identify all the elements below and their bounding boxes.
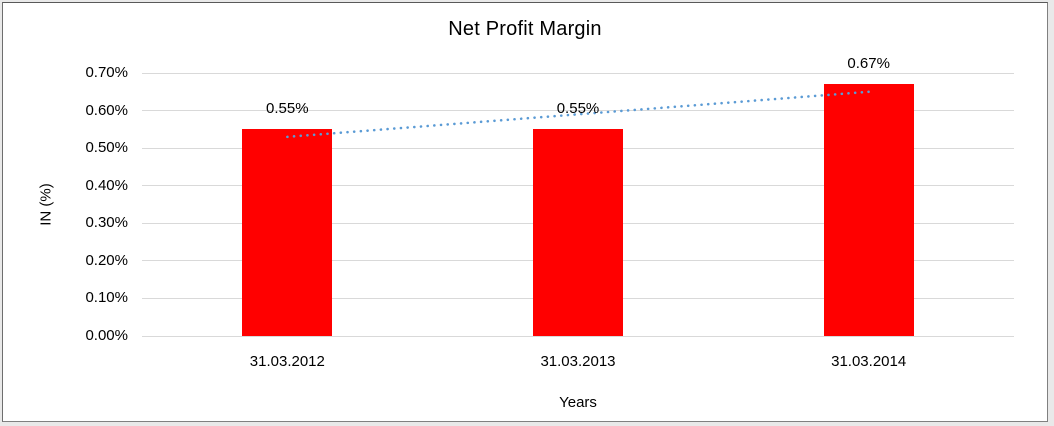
gridline (142, 335, 1014, 337)
x-tick-label: 31.03.2012 (249, 353, 325, 370)
y-tick-label: 0.00% (85, 327, 128, 344)
y-tick-label: 0.10% (85, 289, 128, 307)
bar-31.03.2012 (242, 129, 333, 336)
data-label: 0.67% (847, 55, 890, 73)
y-tick-label: 0.30% (85, 214, 128, 232)
x-tick-label: 31.03.2014 (831, 353, 907, 370)
y-tick-label: 0.40% (85, 176, 128, 194)
data-label: 0.55% (266, 100, 309, 118)
gridline (142, 72, 1014, 74)
x-axis-title: Years (559, 394, 597, 411)
data-label: 0.55% (556, 100, 600, 118)
y-tick-label: 0.60% (85, 101, 128, 119)
y-tick-label: 0.20% (85, 251, 128, 269)
y-axis-title: IN (%) (37, 182, 55, 226)
bar-31.03.2014 (823, 84, 914, 336)
bar-31.03.2013 (533, 129, 623, 336)
plot-area: 0.00% 0.10% 0.20% 0.30% 0.40% 0.50% 0.60% 0.70%… (3, 3, 1047, 421)
y-tick-label: 0.70% (85, 64, 128, 81)
gridline (142, 110, 1014, 112)
chart-title: Net Profit Margin (448, 18, 602, 40)
chart-frame: Net Profit Margin 0.00% 0.10% 0.20% 0.30% 0.… (2, 2, 1048, 422)
y-tick-label: 0.50% (85, 139, 128, 157)
x-tick-label: 31.03.2013 (540, 353, 616, 370)
